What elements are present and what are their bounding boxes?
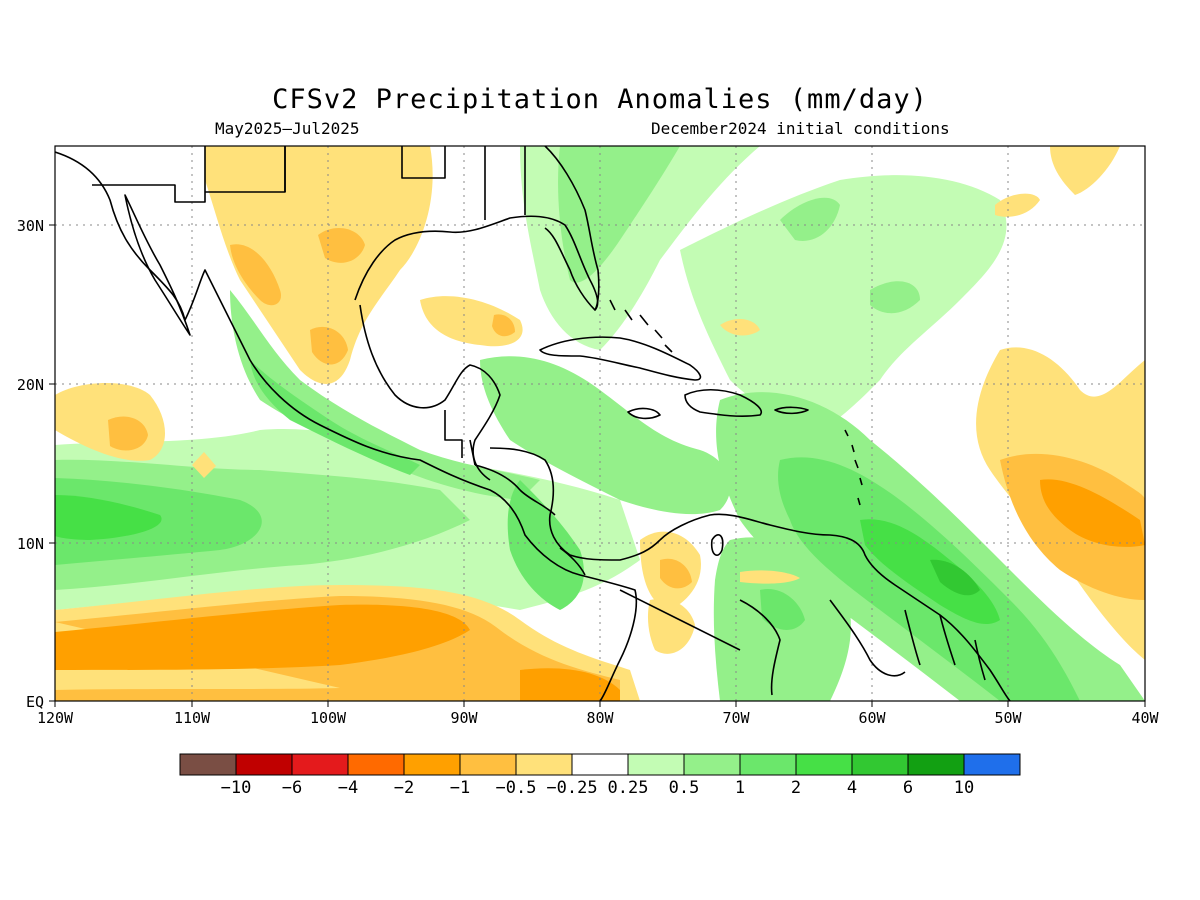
tick-marks [49,224,1146,707]
x-tick-label: 120W [37,709,74,727]
central-america-wet [507,480,584,610]
colorbar-labels: −10 −6 −4 −2 −1 −0.5 −0.25 0.25 0.5 1 2 4 6 10 [221,778,975,798]
colorbar-swatch [739,753,797,776]
northeast-atlantic-dry-patch [1050,146,1120,195]
colorbar-label: 10 [954,778,974,798]
jamaica [627,407,661,420]
colorbar-label: −4 [338,778,358,798]
venezuela-dry-strip [740,570,800,584]
mexico-dry-core-1 [230,244,281,306]
y-tick-label: EQ [26,693,44,711]
colorbar-swatch [403,753,461,776]
colorbar-label: 6 [903,778,913,798]
forecast-period: May2025–Jul2025 [215,119,360,138]
antilles-wet-peak [930,559,980,596]
caribbean-wet-region [480,356,731,515]
coastlines [55,146,1011,701]
east-atlantic-dry-core [1040,479,1145,547]
atlantic-wet-region [680,175,1007,430]
colorbar-swatch [963,753,1021,776]
south-america-interior-borders [619,589,986,696]
colorbar-label: 2 [791,778,801,798]
gulf-dry-patch [420,296,523,347]
us-interior-borders [284,146,526,220]
colorbar-swatch [459,753,517,776]
mexico-dry-region [205,146,433,384]
x-tick-label: 60W [858,709,886,727]
grid-lines [55,146,1145,701]
colorbar-swatch [291,753,349,776]
hispaniola [684,388,762,418]
x-tick-label: 100W [310,709,347,727]
atlantic-dry-speck [995,193,1040,217]
colorbar-label: −1 [450,778,470,798]
colorbar-label: −2 [394,778,414,798]
x-tick-label: 40W [1131,709,1159,727]
mexico-dry-core-3 [310,326,348,365]
colorbar-swatch [851,753,909,776]
colorbar-swatch [795,753,853,776]
lesser-antilles [844,429,863,506]
x-axis-labels: 120W 110W 100W 90W 80W 70W 60W 50W 40W [37,709,1160,727]
south-america-wet-core [760,589,805,630]
colorbar-swatch [627,753,685,776]
x-tick-label: 90W [450,709,478,727]
colorbar-swatch [179,753,237,776]
colorbar [179,753,1021,776]
colorbar-swatch [347,753,405,776]
map-title: CFSv2 Precipitation Anomalies (mm/day) [272,84,928,115]
yucatan-peninsula [359,304,501,481]
initial-conditions: December2024 initial conditions [651,119,950,138]
cuba [539,336,702,381]
mexico-guatemala-border [444,410,476,466]
colorbar-label: −0.25 [546,778,597,798]
x-tick-label: 80W [586,709,614,727]
gulf-coast [354,215,599,311]
pacific-dry-patch-west-core [108,416,148,451]
pacific-dry-band-core [55,604,470,670]
pacific-dry-speck [192,452,216,478]
colorbar-swatch [907,753,965,776]
colombia-dry-core [520,668,620,701]
colorbar-swatch [683,753,741,776]
mexico-dry-core-2 [318,227,365,263]
bahamas [609,299,673,353]
cuba-south-dry-speck [720,318,760,336]
atlantic-wet-core [780,197,840,241]
pacific-itcz-wet-max [55,495,162,540]
colombia-dry-tongue [647,598,695,654]
colorbar-label: 4 [847,778,857,798]
baja-california [124,194,191,336]
gulf-dry-core [492,314,515,337]
colorbar-label: −10 [221,778,252,798]
central-america-borders [474,464,586,576]
central-america-caribbean-coast [489,447,661,561]
y-tick-label: 20N [17,376,44,394]
colorbar-swatch [571,753,629,776]
colorbar-swatch [515,753,573,776]
colorbar-swatch [235,753,293,776]
lake-maracaibo [710,534,724,556]
y-tick-label: 30N [17,217,44,235]
florida-atlantic-wet-core [558,146,680,283]
x-tick-label: 50W [994,709,1022,727]
colorbar-label: −6 [282,778,302,798]
colorbar-label: 0.5 [669,778,700,798]
colombia-dry-core-2 [660,558,692,589]
x-tick-label: 110W [174,709,211,727]
y-tick-label: 10N [17,535,44,553]
colorbar-label: 0.25 [608,778,649,798]
colorbar-label: 1 [735,778,745,798]
antilles-wet-max [860,519,1000,625]
x-tick-label: 70W [722,709,750,727]
florida-east-coast [544,146,600,311]
anomaly-field [55,146,1145,701]
y-axis-labels: EQ 10N 20N 30N [17,217,44,711]
mexico-pacific-coast-wet-core [250,360,420,475]
atlantic-wet-core-2 [870,281,920,314]
puerto-rico [774,406,809,415]
colorbar-label: −0.5 [496,778,537,798]
